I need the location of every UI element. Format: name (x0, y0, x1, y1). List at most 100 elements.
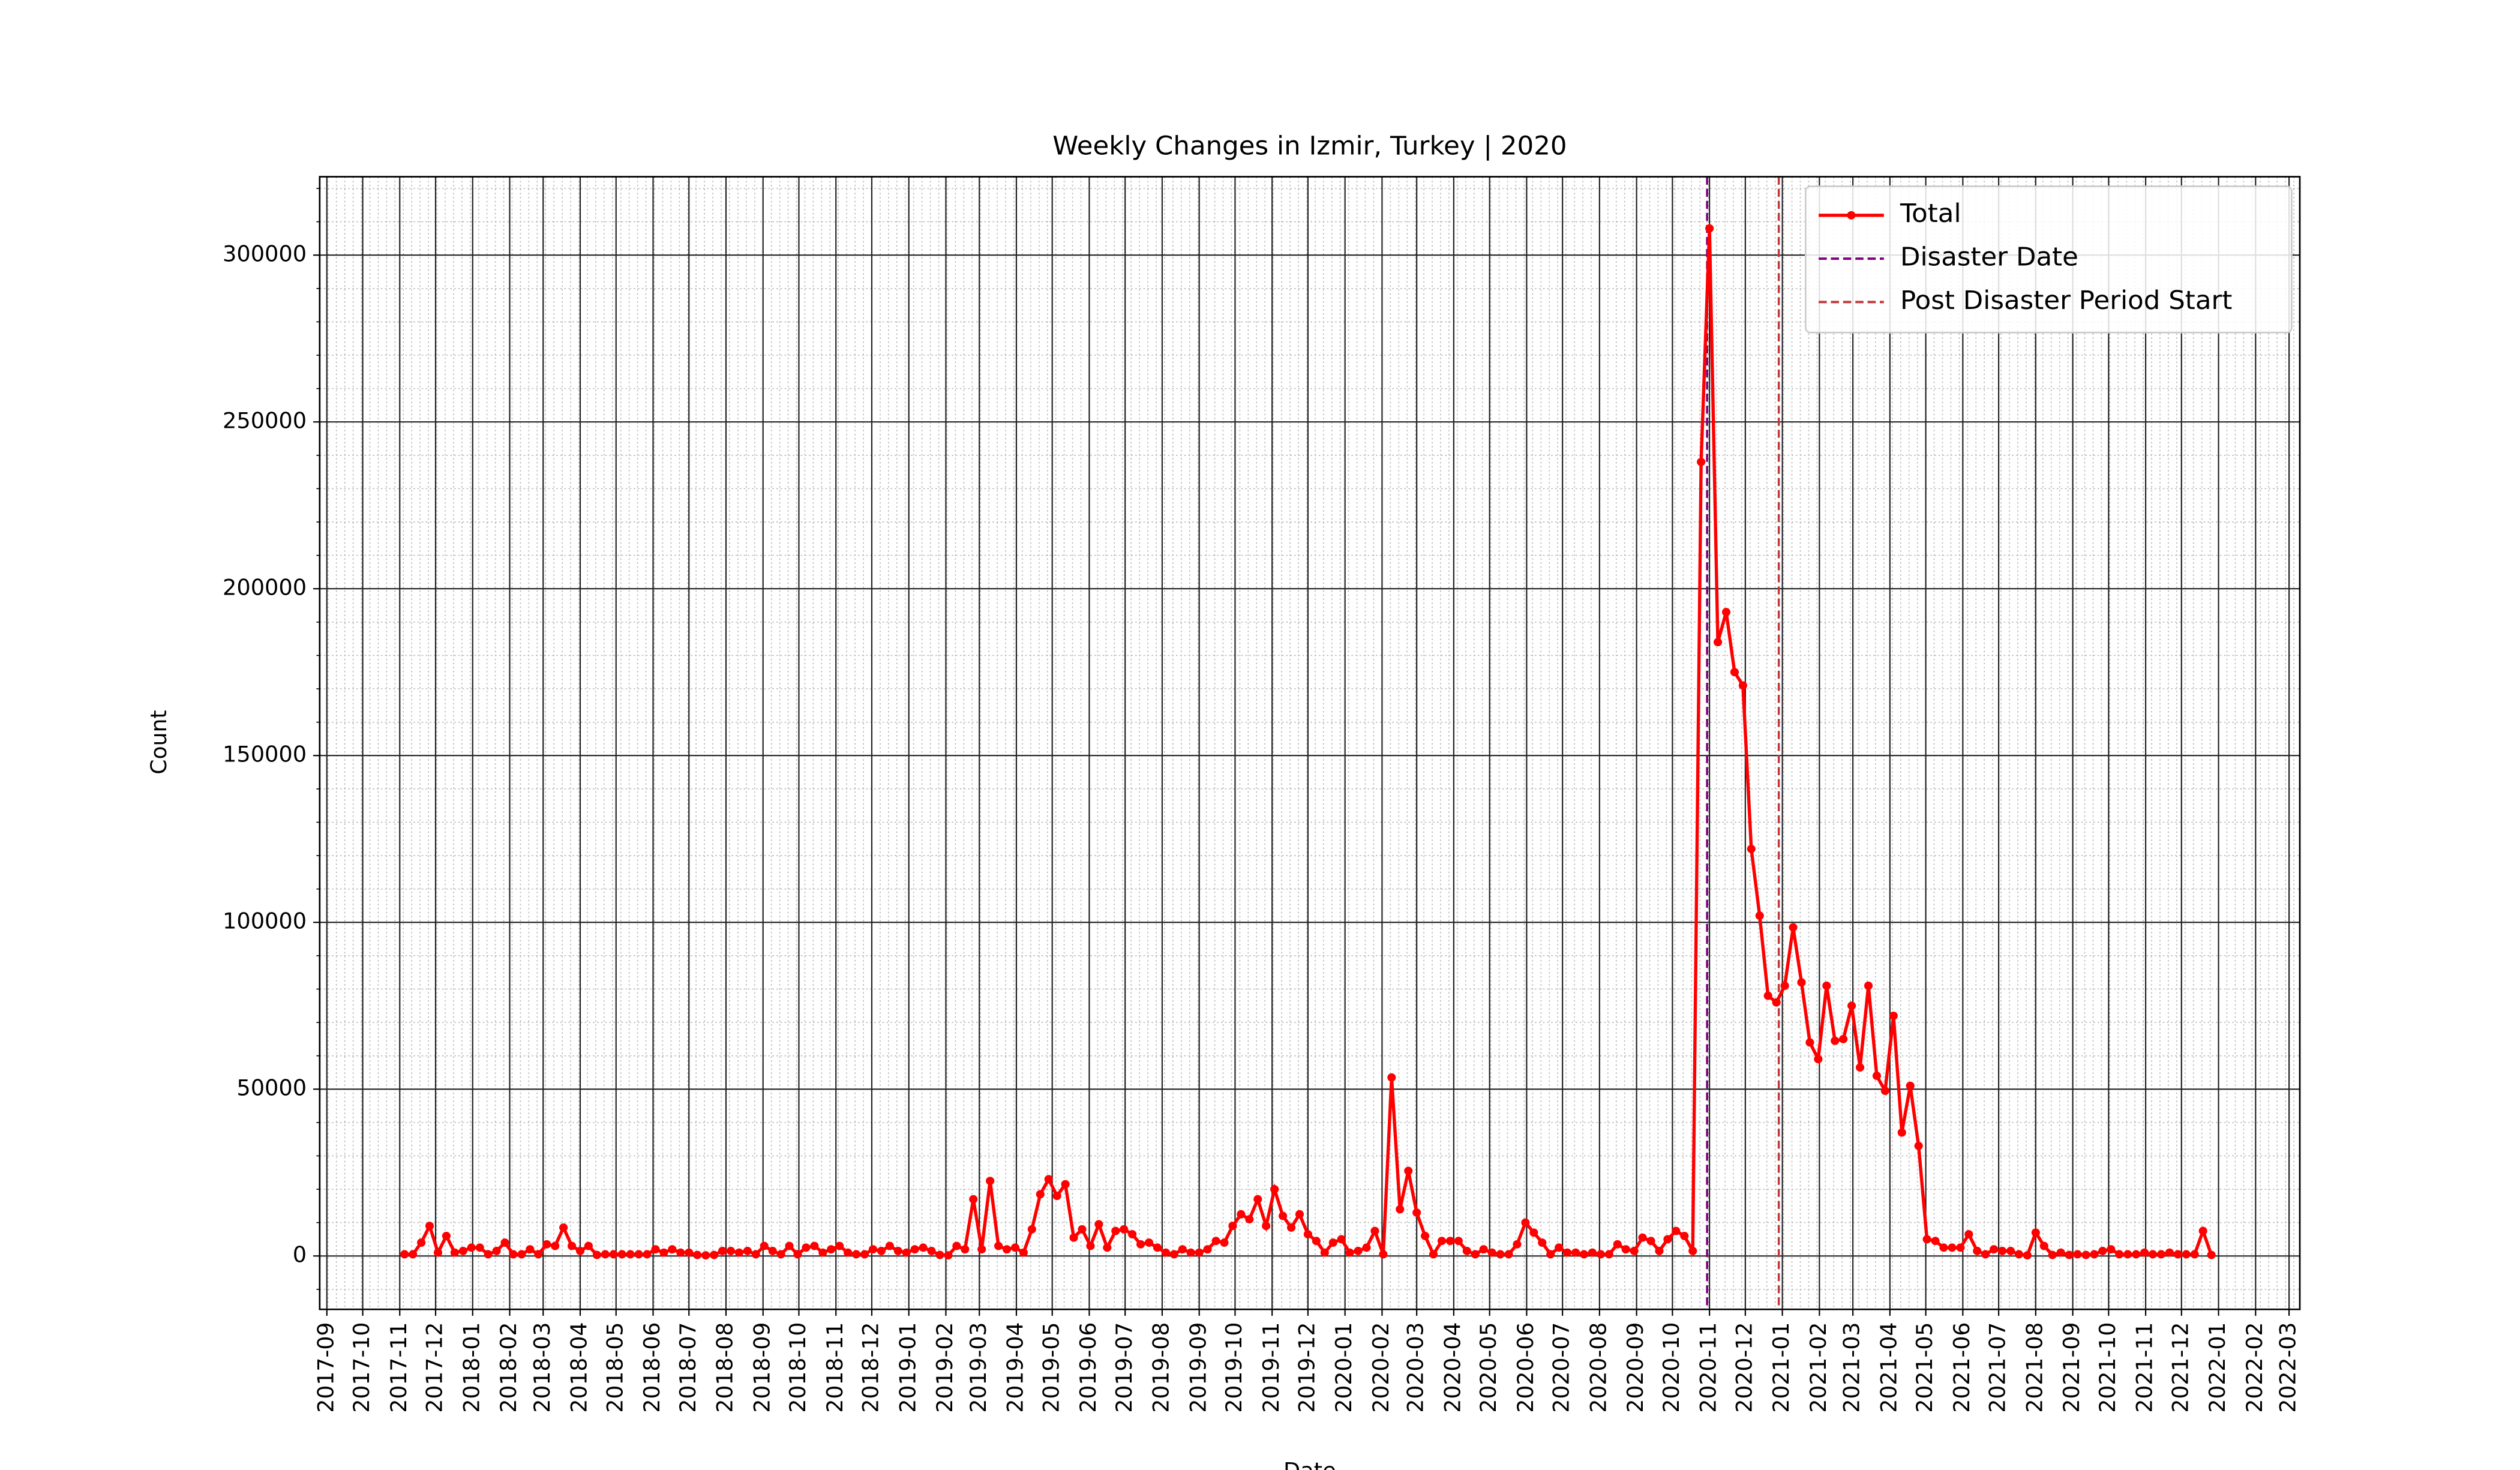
data-point (1906, 1081, 1915, 1090)
data-point (1922, 1235, 1931, 1244)
data-point (1579, 1250, 1589, 1259)
data-point (1303, 1230, 1312, 1239)
data-point (2065, 1250, 2074, 1259)
data-point (1973, 1246, 1982, 1255)
data-point (935, 1250, 944, 1259)
data-point (1061, 1180, 1070, 1189)
x-tick-label: 2020-05 (1475, 1322, 1501, 1413)
data-point (2031, 1228, 2040, 1237)
legend-label: Post Disaster Period Start (1900, 286, 2232, 316)
x-tick-label: 2021-04 (1876, 1322, 1901, 1413)
data-point (1856, 1063, 1865, 1072)
data-point (1211, 1237, 1220, 1246)
data-point (1462, 1246, 1471, 1255)
data-point (726, 1246, 736, 1255)
data-point (1262, 1222, 1271, 1231)
x-tick-label: 2020-08 (1585, 1322, 1611, 1413)
data-point (668, 1245, 677, 1254)
x-tick-label: 2019-07 (1111, 1322, 1137, 1413)
x-tick-label: 2020-09 (1622, 1322, 1648, 1413)
data-point (617, 1250, 626, 1259)
x-tick-label: 2020-01 (1331, 1322, 1357, 1413)
data-point (2207, 1250, 2216, 1259)
chart-title: Weekly Changes in Izmir, Turkey | 2020 (1052, 131, 1567, 161)
x-tick-label: 2019-03 (965, 1322, 991, 1413)
data-point (1454, 1237, 1463, 1246)
data-point (1387, 1073, 1396, 1082)
x-tick-label: 2021-10 (2095, 1322, 2120, 1413)
data-point (1103, 1243, 1112, 1252)
data-point (1279, 1211, 1288, 1220)
data-point (1596, 1250, 1605, 1259)
data-point (1220, 1238, 1229, 1247)
data-point (584, 1241, 593, 1250)
data-point (651, 1245, 660, 1254)
x-tick-label: 2018-10 (785, 1322, 811, 1413)
data-point (484, 1250, 493, 1259)
x-tick-label: 2019-10 (1221, 1322, 1247, 1413)
data-point (1445, 1237, 1455, 1246)
data-point (1513, 1240, 1522, 1249)
data-point (1880, 1087, 1889, 1096)
x-tick-label: 2017-11 (386, 1322, 412, 1413)
data-point (1504, 1250, 1513, 1259)
data-point (2073, 1250, 2082, 1259)
data-point (567, 1241, 577, 1250)
data-point (910, 1245, 919, 1254)
data-point (885, 1241, 894, 1250)
data-point (1404, 1166, 1413, 1175)
data-point (492, 1246, 501, 1255)
y-tick-label: 100000 (223, 908, 307, 934)
x-tick-label: 2019-09 (1185, 1322, 1211, 1413)
x-tick-label: 2019-05 (1038, 1322, 1064, 1413)
data-point (1538, 1238, 1547, 1247)
x-tick-label: 2020-04 (1439, 1322, 1465, 1413)
data-point (1672, 1226, 1681, 1235)
y-tick-label: 250000 (223, 408, 307, 434)
data-point (1362, 1243, 1371, 1252)
data-point (835, 1241, 844, 1250)
data-point (760, 1241, 769, 1250)
data-point (768, 1246, 777, 1255)
x-tick-label: 2018-03 (529, 1322, 555, 1413)
data-point (961, 1245, 970, 1254)
data-point (1747, 844, 1756, 853)
data-point (2165, 1248, 2174, 1257)
x-tick-label: 2022-01 (2204, 1322, 2230, 1413)
data-point (2123, 1250, 2132, 1259)
data-point (517, 1250, 526, 1259)
y-tick-label: 300000 (223, 241, 307, 267)
legend-marker (1847, 211, 1856, 220)
data-point (785, 1241, 794, 1250)
data-point (2182, 1250, 2191, 1259)
data-point (1396, 1205, 1405, 1214)
data-point (526, 1245, 535, 1254)
data-point (1613, 1240, 1622, 1249)
data-point (1839, 1034, 1848, 1043)
data-point (1086, 1241, 1095, 1250)
data-point (1320, 1248, 1329, 1257)
x-tick-label: 2019-12 (1294, 1322, 1319, 1413)
data-point (818, 1248, 827, 1257)
data-point (1019, 1248, 1028, 1257)
data-point (1604, 1250, 1613, 1259)
data-point (1831, 1036, 1840, 1045)
x-axis-label: Date (1283, 1458, 1336, 1470)
data-point (969, 1195, 978, 1204)
data-point (1479, 1245, 1488, 1254)
x-tick-label: 2021-01 (1768, 1322, 1794, 1413)
data-point (2190, 1250, 2199, 1259)
data-point (1571, 1248, 1580, 1257)
x-tick-label: 2021-07 (1984, 1322, 2010, 1413)
data-point (802, 1243, 811, 1252)
data-point (417, 1238, 426, 1247)
data-point (450, 1248, 459, 1257)
data-point (1437, 1237, 1447, 1246)
data-point (1621, 1245, 1630, 1254)
legend: Total Disaster Date Post Disaster Period S… (1804, 185, 2293, 334)
data-point (2039, 1241, 2048, 1250)
x-tick-label: 2017-12 (421, 1322, 447, 1413)
plot-frame (319, 176, 2301, 1310)
data-point (1697, 457, 1706, 466)
x-tick-label: 2020-07 (1548, 1322, 1574, 1413)
